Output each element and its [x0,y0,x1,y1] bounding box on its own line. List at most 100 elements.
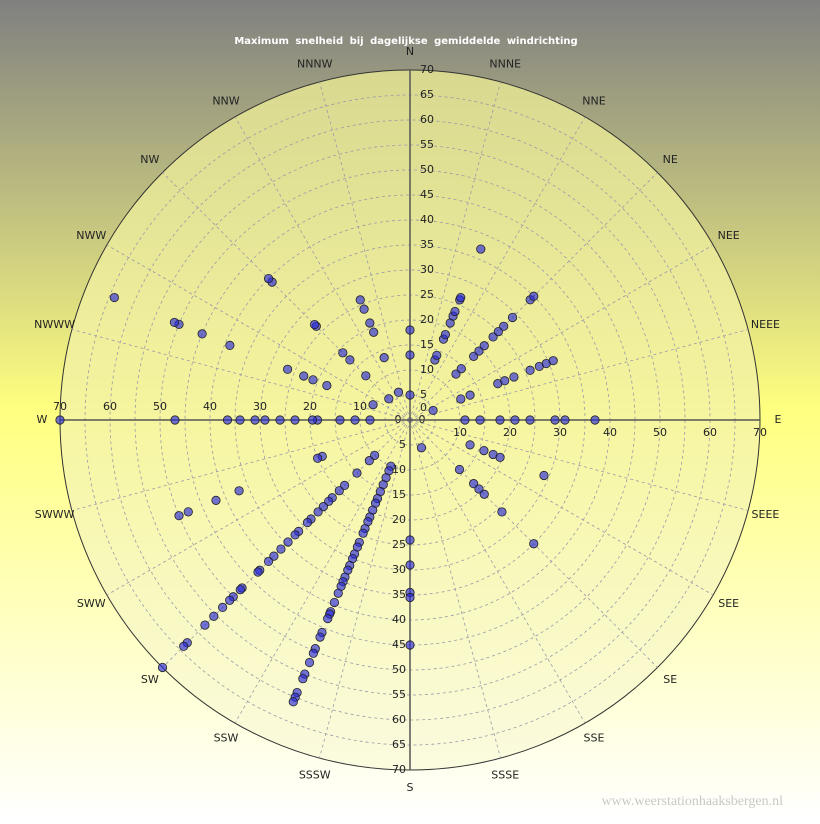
r-tick-label: 20 [303,400,317,413]
spoke [319,81,411,421]
data-point [456,364,466,374]
data-point [335,415,345,425]
data-point [495,415,505,425]
data-point [218,602,228,612]
data-point [288,697,298,707]
data-point [450,306,460,317]
data-point [200,620,210,630]
direction-label: NNW [212,94,239,107]
r-tick-label: 5 [399,438,406,451]
r-tick-label: 50 [420,163,434,176]
data-point [384,394,394,404]
data-point [334,486,344,496]
direction-label: NNE [582,94,605,107]
data-point [225,595,235,605]
data-point [405,535,415,545]
r-tick-label: 30 [253,400,267,413]
data-point [479,341,489,351]
r-tick-label: 20 [420,313,434,326]
data-point [170,415,180,425]
data-point [290,415,300,425]
data-point [479,489,489,499]
data-point [507,312,518,323]
data-point [499,321,509,331]
r-tick-label: 65 [392,738,406,751]
r-tick-label: 35 [420,238,434,251]
spoke [409,329,749,421]
direction-label: SSSE [491,768,519,781]
data-point [290,530,300,540]
spoke [409,419,749,511]
r-tick-label: 40 [603,426,617,439]
direction-label: SEEE [752,508,780,521]
r-tick-label: 40 [392,613,406,626]
data-point [525,365,535,375]
data-point [364,456,374,466]
direction-label: W [37,413,48,426]
data-point [109,292,119,303]
data-point [283,537,293,547]
r-tick-label: 30 [420,263,434,276]
direction-label: SE [663,673,677,686]
r-tick-label: 25 [420,288,434,301]
r-tick-label: 40 [420,213,434,226]
data-point [479,446,489,456]
r-tick-label: 40 [203,400,217,413]
direction-label: NWW [76,229,106,242]
data-point [529,291,539,301]
data-point [322,380,332,391]
data-point [355,295,365,305]
direction-label: NEE [718,229,740,242]
data-point [302,517,313,528]
data-point [253,567,263,577]
data-point [510,415,520,425]
r-tick-label: 25 [392,538,406,551]
data-point [235,415,245,425]
data-point [405,325,415,335]
r-tick-label: 20 [503,426,517,439]
r-tick-label: 20 [392,513,406,526]
data-point [174,511,184,521]
r-tick-label: 30 [553,426,567,439]
data-point [432,350,442,360]
data-point [307,415,318,425]
r-tick-label: 60 [392,713,406,726]
spoke [409,419,586,724]
data-point [369,327,379,337]
r-tick-label: 70 [392,763,406,776]
data-point [282,364,293,374]
data-point [250,415,260,425]
data-point [323,614,333,624]
data-point [475,415,485,425]
data-point [260,415,270,425]
data-point [358,528,368,538]
data-point [497,507,507,517]
r-tick-label: 10 [392,463,406,476]
data-point [405,350,415,360]
data-point [157,662,168,673]
r-tick-label: 35 [392,588,406,601]
r-tick-label: 55 [420,138,434,151]
data-point [298,674,308,684]
data-point [509,372,519,382]
spoke [409,244,714,421]
r-tick-label: 30 [392,563,406,576]
data-point [456,394,466,404]
data-point [222,415,233,425]
data-point [525,415,535,425]
data-point [590,415,600,425]
data-point [454,464,465,475]
data-point [368,400,378,410]
data-point [548,356,558,366]
data-point [235,585,245,595]
data-point [304,657,315,668]
data-point [529,539,539,549]
data-point [359,304,369,314]
data-point [263,273,274,284]
data-point [465,390,475,400]
data-point [315,632,325,642]
data-point [333,588,343,598]
r-tick-label: 45 [420,188,434,201]
